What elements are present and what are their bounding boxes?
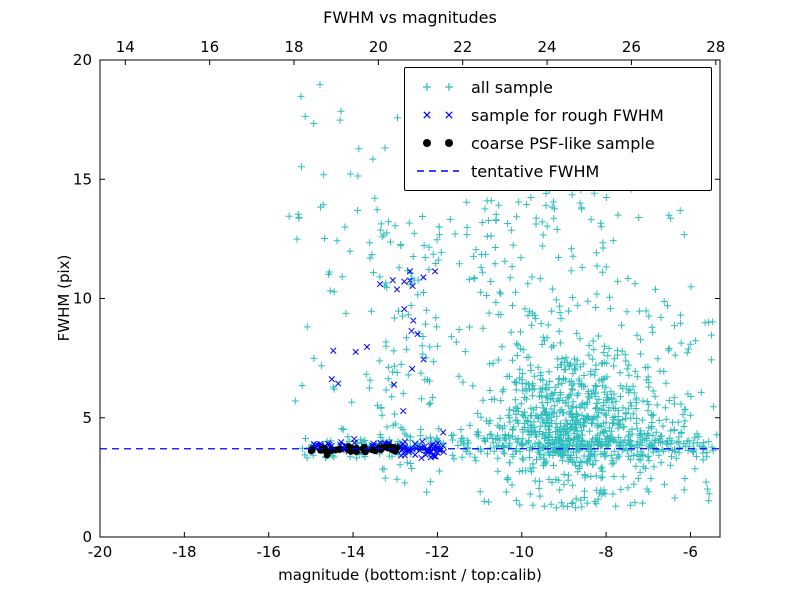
- x-tick-label-bottom: -12: [425, 543, 450, 561]
- x-legend-marker-icon: [423, 111, 453, 119]
- psf-sample-point: [353, 448, 360, 456]
- dashed-legend-marker-icon: [417, 170, 459, 172]
- legend-item: sample for rough FWHM: [415, 101, 701, 129]
- y-tick-label: 20: [73, 51, 92, 69]
- all-sample-points: [285, 80, 721, 512]
- legend-item: all sample: [415, 73, 701, 101]
- x-tick-label-bottom: -10: [510, 543, 535, 561]
- psf-sample-point: [359, 445, 367, 453]
- y-tick-label: 10: [73, 290, 92, 308]
- x-tick-label-top: 18: [284, 38, 303, 56]
- y-tick-label: 15: [73, 170, 92, 188]
- x-tick-label-bottom: -20: [88, 543, 113, 561]
- psf-sample-point: [345, 443, 353, 451]
- y-tick-label: 5: [82, 409, 92, 427]
- chart-title: FWHM vs magnitudes: [323, 8, 497, 27]
- legend-item: tentative FWHM: [415, 157, 701, 185]
- legend-item-label: coarse PSF-like sample: [471, 133, 655, 153]
- psf-sample-point: [368, 446, 376, 454]
- dot-legend-marker-icon: [423, 139, 453, 147]
- legend-item-label: sample for rough FWHM: [471, 105, 664, 125]
- y-tick-label: 0: [82, 528, 92, 546]
- psf-sample-point: [384, 444, 392, 451]
- x-tick-label-top: 16: [200, 38, 219, 56]
- psf-sample-point: [308, 446, 316, 454]
- x-tick-label-top: 14: [116, 38, 135, 56]
- x-tick-label-bottom: -6: [683, 543, 698, 561]
- x-tick-label-top: 28: [706, 38, 725, 56]
- legend: all sample sample for rough FWHM coarse PS…: [404, 67, 712, 191]
- x-tick-label-top: 22: [453, 38, 472, 56]
- x-tick-label-top: 26: [622, 38, 641, 56]
- psf-sample-point: [335, 445, 343, 453]
- x-axis-label: magnitude (bottom:isnt / top:calib): [278, 566, 542, 584]
- x-tick-label-top: 24: [538, 38, 557, 56]
- x-tick-label-bottom: -18: [172, 543, 197, 561]
- x-tick-label-top: 20: [369, 38, 388, 56]
- plus-legend-marker-icon: [423, 83, 453, 91]
- legend-item-label: tentative FWHM: [471, 161, 600, 181]
- legend-item-label: all sample: [471, 77, 553, 97]
- x-tick-label-bottom: -8: [599, 543, 614, 561]
- rough-fwhm-points: [309, 268, 447, 462]
- x-tick-label-bottom: -16: [256, 543, 281, 561]
- y-axis-label: FWHM (pix): [55, 254, 73, 342]
- legend-item: coarse PSF-like sample: [415, 129, 701, 157]
- x-tick-label-bottom: -14: [341, 543, 366, 561]
